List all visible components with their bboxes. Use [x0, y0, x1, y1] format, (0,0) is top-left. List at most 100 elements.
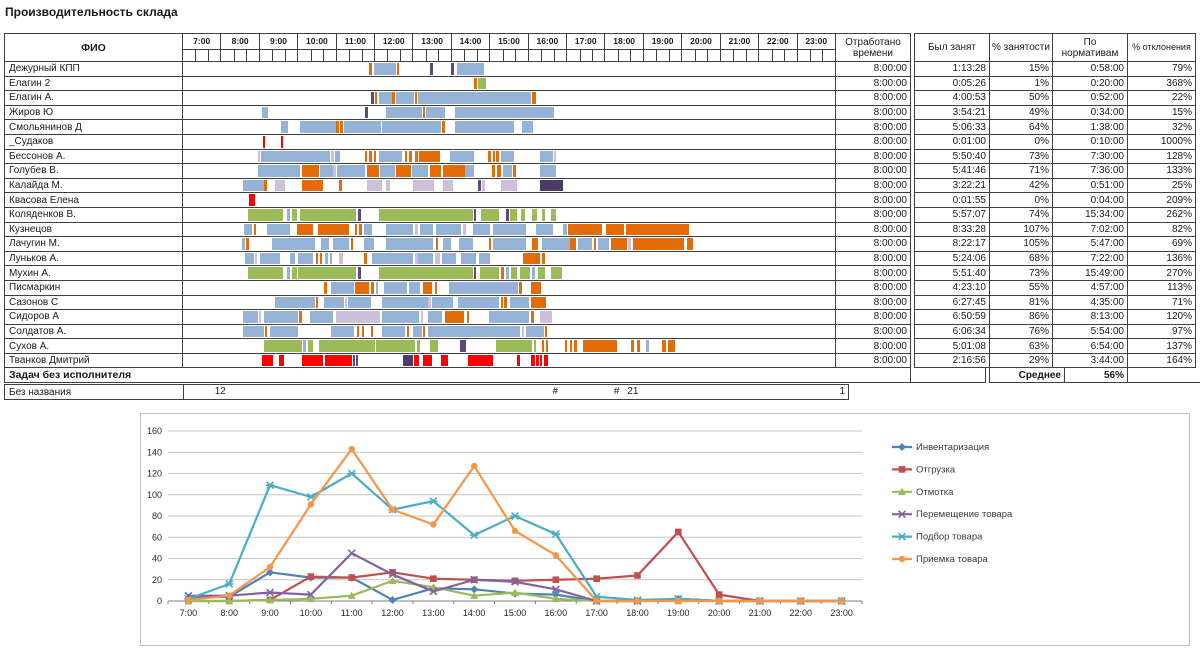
data-point	[674, 528, 682, 536]
fio-header: ФИО	[4, 33, 183, 62]
hour-tick-cell	[452, 50, 491, 61]
gantt-track	[183, 62, 836, 77]
gantt-track	[183, 76, 836, 92]
gantt-bar	[373, 150, 376, 163]
busy-percent: 73%	[990, 149, 1053, 165]
tick-mark	[733, 50, 735, 61]
norm-time: 5:54:00	[1053, 324, 1128, 340]
gantt-bar	[381, 311, 420, 323]
gantt-bar	[574, 340, 577, 352]
norm-time: 7:30:00	[1053, 149, 1128, 165]
y-axis-label: 100	[147, 490, 162, 500]
worked-time: 8:00:00	[836, 310, 911, 325]
hour-label: 11:00	[337, 34, 376, 49]
norm-time: 7:36:00	[1053, 164, 1128, 179]
legend-marker	[898, 487, 906, 495]
deviation-percent: 164%	[1128, 353, 1196, 369]
gantt-bar	[319, 340, 375, 352]
busy-percent: 55%	[990, 280, 1053, 296]
gantt-bar	[258, 311, 261, 323]
gantt-bar	[532, 238, 539, 250]
gantt-bar	[392, 92, 396, 104]
gantt-bar	[409, 150, 412, 163]
table-row: Калайда М. 8:00:00 3:22:21 42% 0:51:00 25%	[4, 178, 1200, 194]
gantt-bar	[371, 252, 414, 265]
busy-time: 5:01:08	[914, 339, 990, 354]
busy-percent: 71%	[990, 164, 1053, 179]
table-row: _Судаков 8:00:00 0:01:00 0% 0:10:00 1000%	[4, 134, 1200, 150]
unassigned-track: 12 # #21 1	[184, 385, 848, 399]
hour-label: 16:00	[529, 34, 568, 49]
deviation-percent: 32%	[1128, 120, 1196, 135]
gantt-bar	[367, 165, 379, 177]
gantt-bar	[257, 150, 261, 163]
gantt-bar	[541, 252, 545, 265]
gantt-bar	[413, 354, 420, 367]
gantt-bar	[481, 208, 500, 221]
gantt-bar	[451, 63, 455, 75]
legend-marker	[898, 510, 906, 519]
gantt-bar	[252, 194, 256, 206]
summary-norm	[1128, 368, 1200, 384]
employee-name: Жиров Ю	[4, 105, 183, 121]
worked-time: 8:00:00	[836, 266, 911, 281]
data-point	[551, 585, 560, 594]
employee-name: Калайда М.	[4, 178, 183, 194]
tick-mark	[809, 50, 811, 61]
hour-tick-cell	[529, 50, 568, 61]
gantt-bar	[421, 311, 424, 323]
gantt-bar	[569, 340, 572, 352]
gantt-bar	[448, 281, 519, 294]
gantt-bar	[418, 150, 440, 163]
legend-label: Подбор товара	[916, 532, 983, 543]
gantt-bar	[331, 150, 335, 163]
busy-percent: 49%	[990, 105, 1053, 121]
deviation-percent: 97%	[1128, 324, 1196, 340]
gantt-bar	[298, 267, 357, 279]
gantt-bar	[264, 325, 268, 338]
gantt-bar	[496, 150, 499, 163]
data-point	[348, 574, 356, 581]
gantt-bar	[568, 223, 603, 236]
summary-worked	[911, 368, 986, 384]
hour-tick-cell	[183, 50, 222, 61]
busy-percent: 107%	[990, 222, 1053, 238]
gantt-bar	[260, 150, 331, 163]
gantt-bar	[335, 311, 380, 323]
deviation-percent: 128%	[1128, 149, 1196, 165]
busy-percent: 74%	[990, 207, 1053, 223]
busy-percent: 64%	[990, 120, 1053, 135]
gantt-bar	[291, 208, 297, 221]
hour-tick-cell	[605, 50, 644, 61]
gantt-bar	[298, 252, 314, 265]
chart-frame	[140, 413, 1190, 646]
norm-time: 0:20:00	[1053, 76, 1128, 92]
gantt-bar	[422, 106, 425, 119]
norm-time: 0:34:00	[1053, 105, 1128, 121]
busy-time: 6:06:34	[914, 324, 990, 340]
gantt-bar	[537, 267, 546, 279]
table-row: Бессонов А. 8:00:00 5:50:40 73% 7:30:00 128%	[4, 149, 1200, 165]
busy-time: 6:50:59	[914, 310, 990, 325]
employee-name: Сидоров А	[4, 310, 183, 325]
gantt-track	[183, 91, 836, 106]
gantt-bar	[533, 340, 537, 352]
employee-name: Бессонов А.	[4, 149, 183, 165]
gantt-bar	[492, 223, 527, 236]
gantt-bar	[473, 77, 477, 90]
hour-label: 15:00	[490, 34, 529, 49]
gantt-bar	[532, 92, 536, 104]
gantt-bar	[478, 179, 481, 192]
x-axis-label: 23:00	[830, 608, 853, 618]
deviation-percent: 368%	[1128, 76, 1196, 92]
gantt-bar	[380, 165, 396, 177]
gantt-bar	[329, 252, 333, 265]
table-row: Мухин А. 8:00:00 5:51:40 73% 15:49:00 270%	[4, 266, 1200, 281]
hour-label: 18:00	[605, 34, 644, 49]
deviation-percent: 25%	[1128, 178, 1196, 194]
gantt-bar	[275, 296, 315, 309]
gantt-bar	[354, 281, 369, 294]
gantt-bar	[551, 208, 556, 221]
y-axis-label: 120	[147, 469, 162, 479]
gantt-bar	[531, 281, 541, 294]
